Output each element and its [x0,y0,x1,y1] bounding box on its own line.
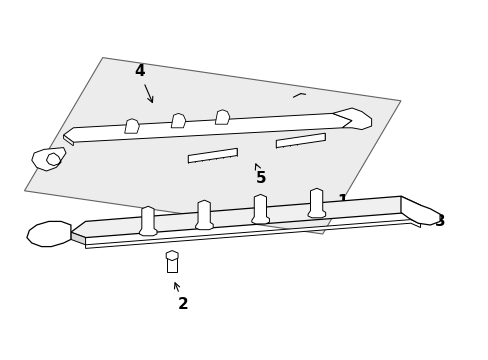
Polygon shape [400,196,439,225]
Polygon shape [332,108,371,130]
Text: 2: 2 [174,283,188,312]
Polygon shape [188,148,237,163]
Polygon shape [63,135,73,146]
Polygon shape [195,200,213,230]
Polygon shape [85,220,420,248]
Polygon shape [24,58,400,234]
Text: 5: 5 [255,164,266,186]
Polygon shape [71,232,85,245]
Polygon shape [27,221,71,247]
Text: 4: 4 [134,64,153,103]
Polygon shape [124,119,139,133]
Polygon shape [215,110,229,124]
Polygon shape [167,257,177,272]
Text: 1: 1 [311,194,347,219]
Polygon shape [71,196,420,238]
Polygon shape [32,148,66,171]
Polygon shape [171,113,185,128]
Polygon shape [166,251,178,261]
Polygon shape [251,194,269,224]
Polygon shape [139,206,157,236]
Polygon shape [307,188,325,218]
Polygon shape [63,113,351,142]
Polygon shape [276,133,325,148]
Text: 3: 3 [421,212,445,229]
